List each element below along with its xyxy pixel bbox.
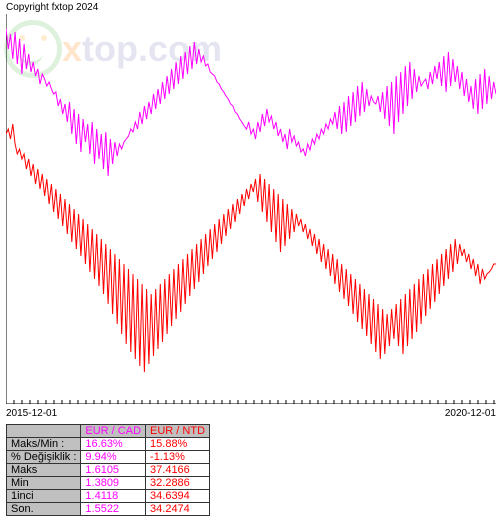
row-label: Maks xyxy=(7,464,81,477)
row-label: % Değişiklik : xyxy=(7,451,81,464)
stats-table: EUR / CAD EUR / NTD Maks/Min : 16.63% 15… xyxy=(6,424,210,516)
x-start-label: 2015-12-01 xyxy=(6,408,57,419)
chart-container: Copyright fxtop 2024 xtop.com 2015-12-01… xyxy=(0,0,500,500)
copyright-text: Copyright fxtop 2024 xyxy=(6,2,98,13)
series-eur-ntd xyxy=(6,124,496,372)
cell-v2: 34.2474 xyxy=(146,503,210,516)
cell-v2: 37.4166 xyxy=(146,464,210,477)
table-row: Maks 1.6105 37.4166 xyxy=(7,464,210,477)
header-series1: EUR / CAD xyxy=(81,425,146,438)
x-end-label: 2020-12-01 xyxy=(445,408,496,419)
series-eur-cad xyxy=(6,29,496,176)
table-row: Son. 1.5522 34.2474 xyxy=(7,503,210,516)
cell-v1: 16.63% xyxy=(81,438,146,451)
row-label: 1inci xyxy=(7,490,81,503)
cell-v2: 34.6394 xyxy=(146,490,210,503)
table-row: Maks/Min : 16.63% 15.88% xyxy=(7,438,210,451)
table-row: Min 1.3809 32.2886 xyxy=(7,477,210,490)
cell-v1: 1.6105 xyxy=(81,464,146,477)
row-label: Min xyxy=(7,477,81,490)
row-label: Maks/Min : xyxy=(7,438,81,451)
cell-v2: -1.13% xyxy=(146,451,210,464)
cell-v1: 1.3809 xyxy=(81,477,146,490)
header-series2: EUR / NTD xyxy=(146,425,210,438)
cell-v2: 15.88% xyxy=(146,438,210,451)
table-row: EUR / CAD EUR / NTD xyxy=(7,425,210,438)
table-row: % Değişiklik : 9.94% -1.13% xyxy=(7,451,210,464)
cell-v1: 1.4118 xyxy=(81,490,146,503)
cell-v1: 9.94% xyxy=(81,451,146,464)
table-row: 1inci 1.4118 34.6394 xyxy=(7,490,210,503)
cell-v2: 32.2886 xyxy=(146,477,210,490)
row-label: Son. xyxy=(7,503,81,516)
header-empty xyxy=(7,425,81,438)
line-chart xyxy=(6,14,496,404)
cell-v1: 1.5522 xyxy=(81,503,146,516)
